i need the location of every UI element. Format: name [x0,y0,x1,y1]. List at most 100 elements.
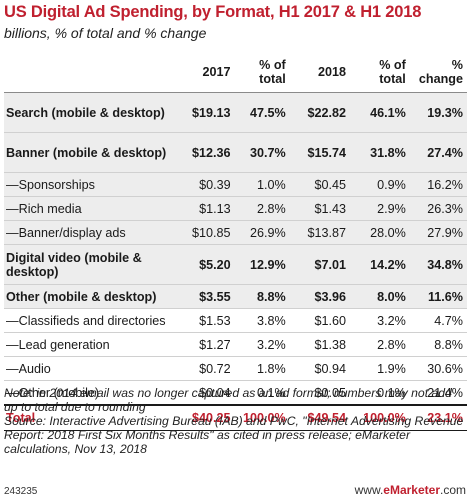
pct-2017: 47.5% [234,92,290,133]
header-change: % change [409,52,467,93]
pct-change: 4.7% [409,308,467,333]
value-2018: $1.43 [289,196,351,221]
pct-change: 16.2% [409,172,467,197]
header-pct-2017: % of total [234,52,290,93]
row-label: —Lead generation [4,332,179,357]
header-2017: 2017 [178,52,235,93]
pct-change: 27.9% [409,220,467,245]
pct-change: 8.8% [409,332,467,357]
source-text: Source: Interactive Advertising Bureau (… [4,414,464,456]
pct-2017: 1.0% [234,172,290,197]
value-2018: $13.87 [289,220,351,245]
pct-2018: 2.9% [350,196,410,221]
value-2017: $1.53 [178,308,235,333]
pct-change: 26.3% [409,196,467,221]
pct-2018: 3.2% [350,308,410,333]
pct-2017: 8.8% [234,284,290,309]
table-row: —Audio $0.72 1.8% $0.94 1.9% 30.6% [4,356,467,381]
table-row: —Rich media $1.13 2.8% $1.43 2.9% 26.3% [4,196,467,221]
header-row: 2017 % of total 2018 % of total % change [4,52,467,93]
table-row: Digital video (mobile & desktop) $5.20 12.… [4,244,467,285]
chart-id: 243235 [4,486,38,497]
pct-2017: 26.9% [234,220,290,245]
pct-2018: 100.0% [350,404,410,431]
header-pct-2018: % of total [350,52,410,93]
pct-2017: 100.0% [234,404,290,431]
value-2018: $22.82 [289,92,351,133]
value-2018: $49.54 [289,404,351,431]
url-brand: eMarketer [383,483,440,497]
table-row: —Sponsorships $0.39 1.0% $0.45 0.9% 16.2% [4,172,467,197]
pct-2018: 31.8% [350,132,410,173]
pct-2018: 14.2% [350,244,410,285]
table-row: Banner (mobile & desktop) $12.36 30.7% $15.… [4,132,467,173]
pct-change: 23.1% [409,404,467,431]
row-label: —Sponsorships [4,172,179,197]
table-row: —Lead generation $1.27 3.2% $1.38 2.8% 8.8% [4,332,467,357]
value-2018: $15.74 [289,132,351,173]
pct-2017: 3.8% [234,308,290,333]
header-2018: 2018 [289,52,351,93]
table-row: Other (mobile & desktop) $3.55 8.8% $3.96 8.… [4,284,467,309]
value-2018: $7.01 [289,244,351,285]
value-2018: $0.94 [289,356,351,381]
pct-2018: 0.9% [350,172,410,197]
value-2018: $1.60 [289,308,351,333]
value-2017: $10.85 [178,220,235,245]
pct-2018: 8.0% [350,284,410,309]
pct-change: 30.6% [409,356,467,381]
pct-2018: 28.0% [350,220,410,245]
chart-title: US Digital Ad Spending, by Format, H1 20… [4,3,422,21]
chart-subtitle: billions, % of total and % change [4,25,207,41]
row-label: Banner (mobile & desktop) [4,132,179,173]
pct-2017: 3.2% [234,332,290,357]
note-text: Note: in 2014 email was no longer captur… [4,386,452,414]
table-row: Search (mobile & desktop) $19.13 47.5% $22.… [4,92,467,133]
value-2017: $0.39 [178,172,235,197]
value-2017: $5.20 [178,244,235,285]
row-label: —Other (mobile) [4,380,179,406]
pct-2017: 12.9% [234,244,290,285]
row-label: —Audio [4,356,179,381]
pct-change: 19.3% [409,92,467,133]
footer: 243235 www.eMarketer.com [4,482,466,500]
row-label: —Banner/display ads [4,220,179,245]
value-2018: $0.45 [289,172,351,197]
total-row: Total $40.25 100.0% $49.54 100.0% 23.1% [4,404,467,431]
pct-2017: 2.8% [234,196,290,221]
value-2017: $1.27 [178,332,235,357]
emarketer-link[interactable]: www.eMarketer.com [355,483,466,497]
row-label: Other (mobile & desktop) [4,284,179,309]
row-label: —Rich media [4,196,179,221]
pct-change: 34.8% [409,244,467,285]
value-2017: $19.13 [178,92,235,133]
pct-2017: 1.8% [234,356,290,381]
value-2017: $12.36 [178,132,235,173]
pct-change: 11.6% [409,284,467,309]
row-label: Digital video (mobile & desktop) [4,244,179,285]
table-row: —Classifieds and directories $1.53 3.8% $1.… [4,308,467,333]
table-body: Search (mobile & desktop) $19.13 47.5% $22.… [4,92,467,431]
value-2017: $3.55 [178,284,235,309]
pct-2017: 30.7% [234,132,290,173]
value-2018: $1.38 [289,332,351,357]
value-2017: $1.13 [178,196,235,221]
ad-spending-table: 2017 % of total 2018 % of total % change… [4,52,467,431]
notes: Note: in 2014 email was no longer captur… [4,386,466,456]
pct-2018: 46.1% [350,92,410,133]
row-label: Total [4,404,179,431]
pct-change: 27.4% [409,132,467,173]
row-label: Search (mobile & desktop) [4,92,179,133]
pct-2018: 1.9% [350,356,410,381]
header-label [4,52,179,93]
row-label: —Classifieds and directories [4,308,179,333]
url-prefix: www. [354,483,384,497]
value-2017: $0.72 [178,356,235,381]
pct-change: 21.4% [409,380,467,406]
value-2017: $40.25 [178,404,235,431]
value-2018: $3.96 [289,284,351,309]
url-suffix: .com [439,483,466,497]
pct-2018: 2.8% [350,332,410,357]
value-2018: $0.05 [289,380,351,406]
table-row: —Banner/display ads $10.85 26.9% $13.87 28.0… [4,220,467,245]
